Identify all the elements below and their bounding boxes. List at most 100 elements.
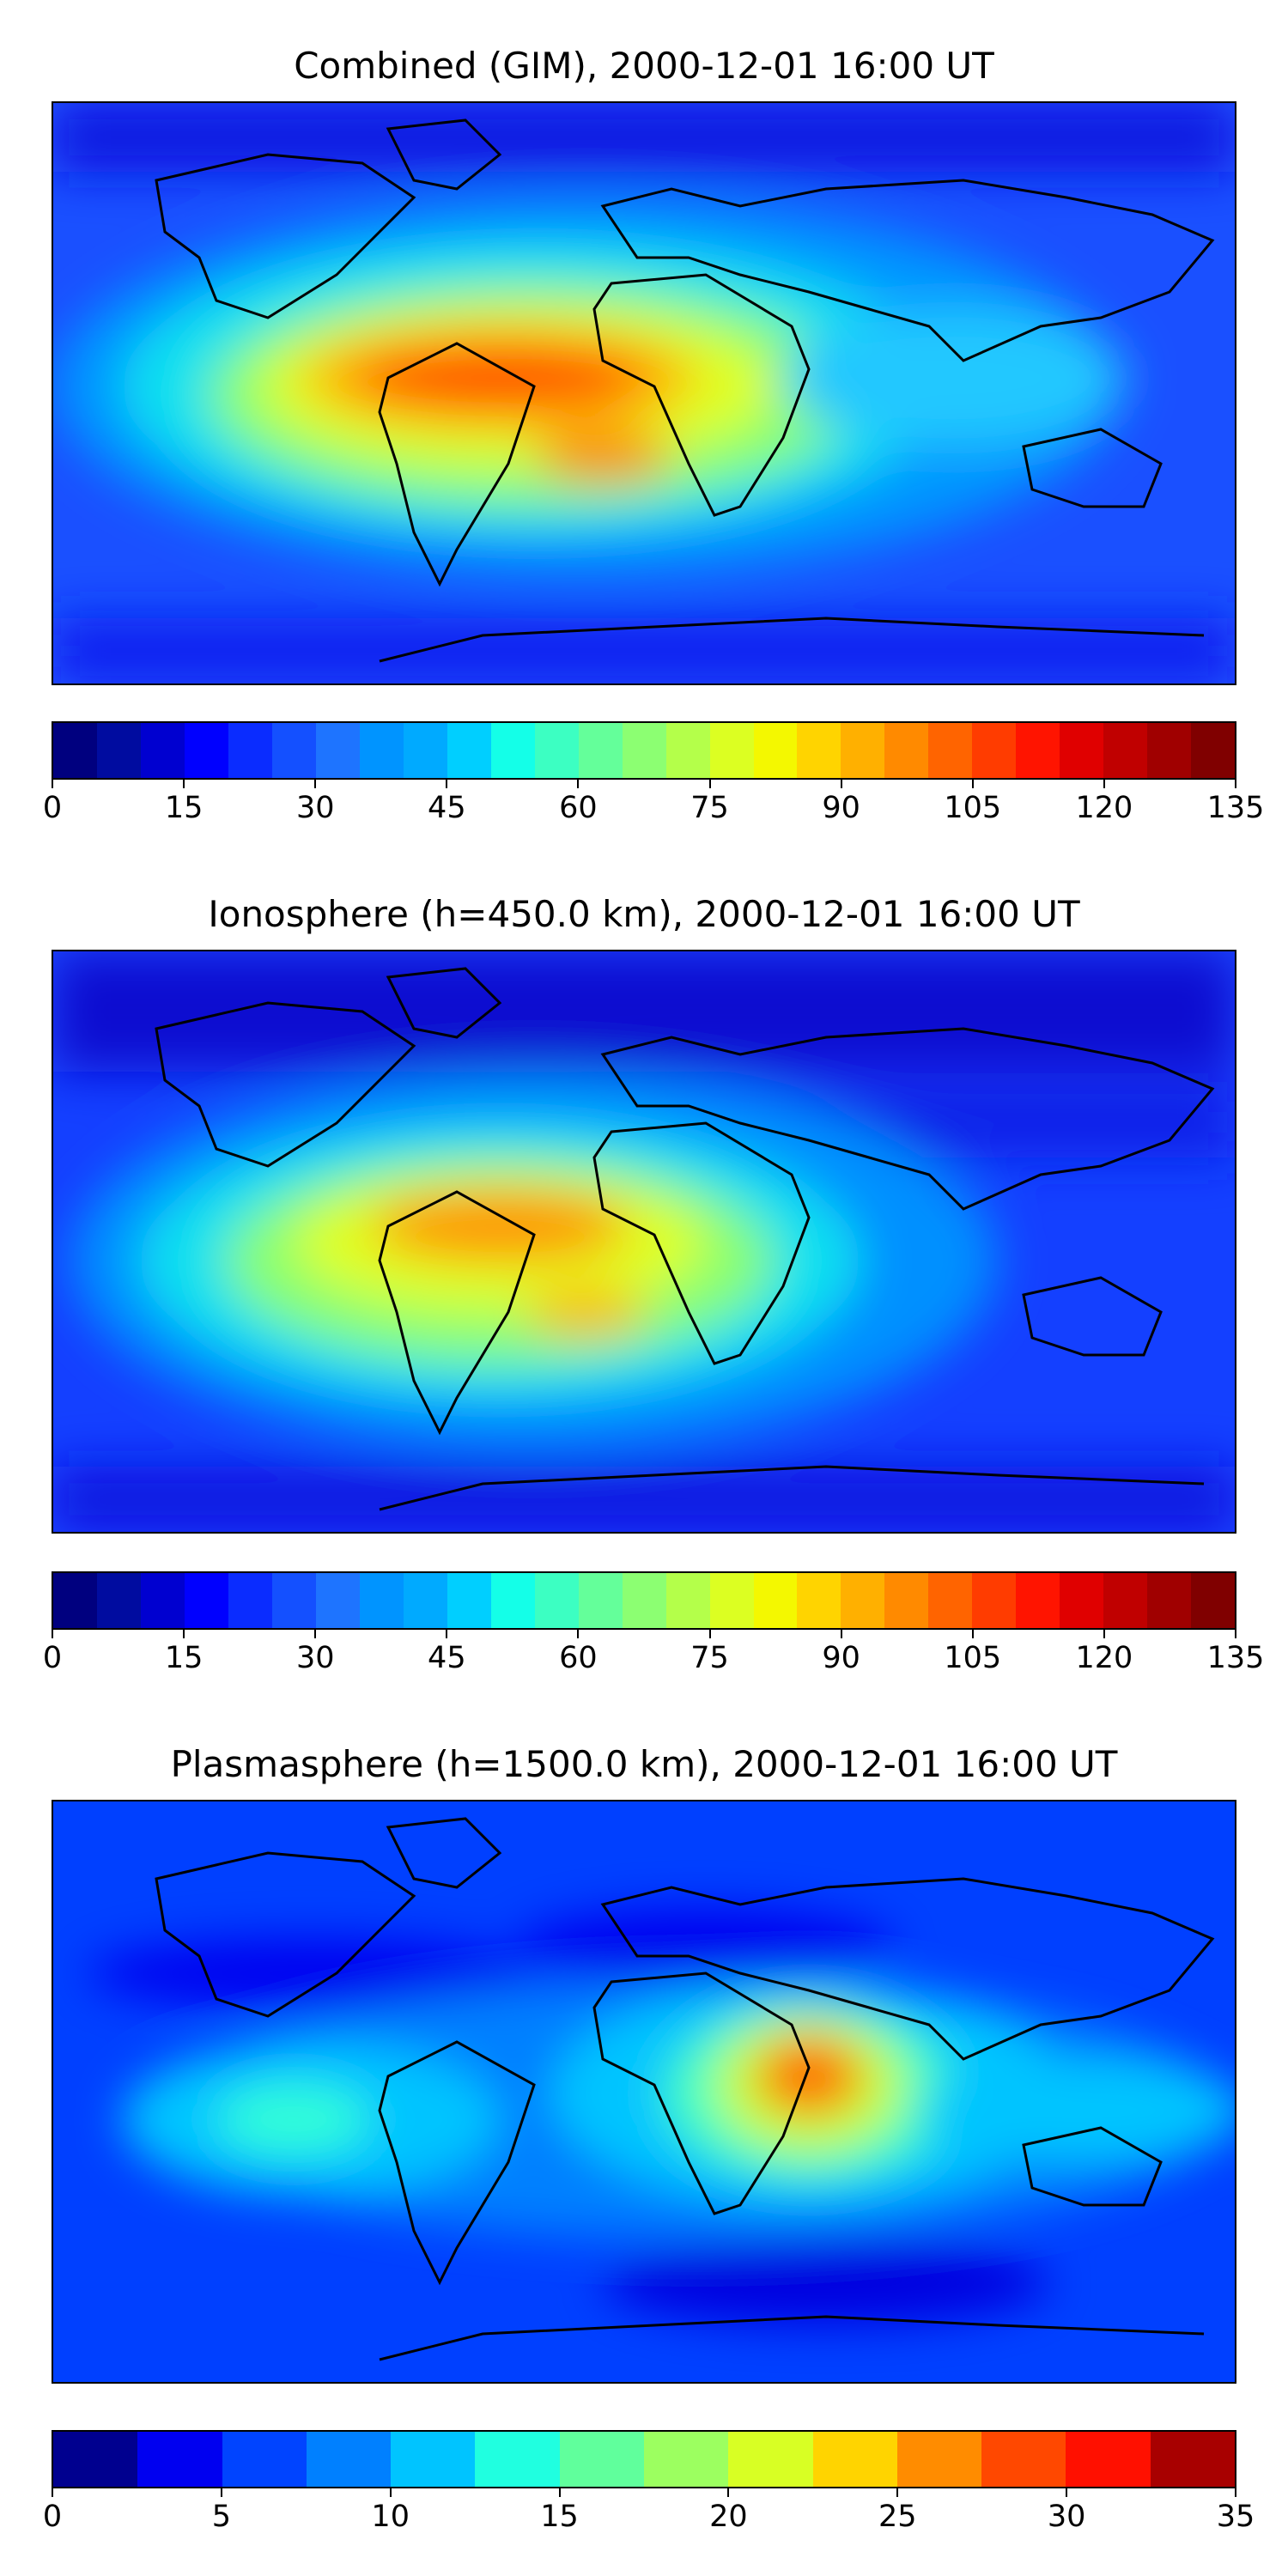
- panel-title: Plasmasphere (h=1500.0 km), 2000-12-01 1…: [170, 1743, 1118, 1785]
- colorbar-segment: [184, 723, 228, 778]
- colorbar-tick: [727, 2488, 730, 2497]
- map-svg: [53, 951, 1235, 1532]
- colorbar-tick-label: 30: [295, 791, 335, 825]
- colorbar-tick: [708, 780, 711, 788]
- colorbar-segment: [753, 1573, 798, 1628]
- colorbar-segment: [928, 723, 973, 778]
- colorbar-ticks: 0 5 10 15 20 25 30 35: [43, 2488, 1255, 2540]
- coastlines: [155, 118, 1215, 663]
- colorbar-tick: [220, 2488, 222, 2497]
- colorbar-tick-label: 45: [428, 1641, 466, 1675]
- colorbar-tick: [1235, 2488, 1236, 2497]
- colorbar-tick-label: 60: [559, 791, 598, 825]
- colorbar-tick: [577, 1630, 580, 1638]
- colorbar-segment: [490, 1573, 535, 1628]
- colorbar-tick-label: 90: [822, 791, 860, 825]
- colorbar-segment: [972, 1573, 1017, 1628]
- colorbar-tick-label: 30: [295, 1641, 335, 1675]
- colorbar-segment: [578, 1573, 623, 1628]
- colorbar-segment: [1150, 2432, 1235, 2487]
- colorbar-tick-label: 35: [1216, 2500, 1255, 2534]
- colorbar-segment: [222, 2432, 307, 2487]
- colorbar-tick: [896, 2488, 899, 2497]
- colorbar-tick-label: 20: [709, 2500, 748, 2534]
- colorbar-segment: [643, 2432, 729, 2487]
- colorbar-segment: [709, 723, 754, 778]
- colorbar-tick-label: 105: [944, 1641, 1002, 1675]
- colorbar-segment: [578, 723, 623, 778]
- colorbar-segment: [1066, 2432, 1151, 2487]
- colorbar-segment: [228, 723, 272, 778]
- colorbar-segment: [884, 1573, 929, 1628]
- coastlines: [155, 1817, 1215, 2361]
- colorbar-segment: [53, 2432, 138, 2487]
- colorbar-tick: [1235, 780, 1236, 788]
- colorbar-tick-label: 120: [1075, 1641, 1133, 1675]
- colorbar-segment: [1103, 1573, 1148, 1628]
- tec-map-combined: [52, 101, 1236, 685]
- colorbar-segment: [315, 1573, 360, 1628]
- colorbar-segment: [140, 1573, 185, 1628]
- colorbar-segment: [1060, 723, 1104, 778]
- colorbar-segment: [665, 723, 710, 778]
- colorbar-segment: [96, 1573, 141, 1628]
- colorbar-segment: [797, 1573, 841, 1628]
- colorbar-segment: [140, 723, 185, 778]
- colorbar-segment: [797, 723, 841, 778]
- colorbar-segment: [972, 723, 1017, 778]
- colorbar-segment: [812, 2432, 897, 2487]
- colorbar-tick: [840, 780, 842, 788]
- colorbar-segment: [271, 723, 316, 778]
- colorbar-tick-label: 105: [944, 791, 1002, 825]
- panel-title: Ionosphere (h=450.0 km), 2000-12-01 16:0…: [208, 893, 1080, 935]
- colorbar-tick: [314, 780, 317, 788]
- colorbar-segment: [306, 2432, 392, 2487]
- colorbar-segment: [622, 723, 666, 778]
- colorbar-segment: [184, 1573, 228, 1628]
- colorbar-tick-label: 135: [1206, 791, 1265, 825]
- colorbar-segment: [534, 723, 579, 778]
- colorbar-tick: [446, 780, 448, 788]
- colorbar-segment: [228, 1573, 272, 1628]
- colorbar-tick: [558, 2488, 561, 2497]
- colorbar-segment: [1060, 1573, 1104, 1628]
- colorbar-segment: [1147, 1573, 1192, 1628]
- colorbar-segment: [1147, 723, 1192, 778]
- colorbar-tick: [971, 1630, 974, 1638]
- tec-map-ionosphere: [52, 950, 1236, 1534]
- colorbar-tick: [183, 780, 185, 788]
- colorbar-segment: [447, 723, 491, 778]
- colorbar-segment: [841, 723, 885, 778]
- colorbar-segment: [53, 1573, 97, 1628]
- colorbar-tick-label: 60: [559, 1641, 598, 1675]
- colorbar-tick-label: 5: [211, 2500, 231, 2534]
- colorbar-tick: [389, 2488, 392, 2497]
- colorbar-segment: [1016, 1573, 1060, 1628]
- colorbar-tick-label: 75: [690, 1641, 729, 1675]
- colorbar-segment: [841, 1573, 885, 1628]
- colorbar-segment: [896, 2432, 982, 2487]
- colorbar-segment: [403, 1573, 447, 1628]
- colorbar-segment: [665, 1573, 710, 1628]
- colorbar-tick-label: 90: [822, 1641, 860, 1675]
- colorbar-tick: [446, 1630, 448, 1638]
- colorbar-segment: [534, 1573, 579, 1628]
- colorbar-tick: [1103, 780, 1105, 788]
- colorbar-segment: [753, 723, 798, 778]
- colorbar-segment: [53, 723, 97, 778]
- colorbar-segment: [622, 1573, 666, 1628]
- colorbar-segment: [928, 1573, 973, 1628]
- colorbar-tick-label: 15: [164, 1641, 204, 1675]
- colorbar-segment: [391, 2432, 476, 2487]
- colorbar-tick: [840, 1630, 842, 1638]
- colorbar-tick-label: 10: [371, 2500, 410, 2534]
- colorbar-tick-label: 0: [42, 791, 63, 825]
- colorbar-combined: [52, 721, 1236, 780]
- colorbar-ticks: 0 15 30 45 60 75 90 105 120 135: [43, 1630, 1264, 1681]
- colorbar-tick: [52, 2488, 53, 2497]
- colorbar-tick-label: 135: [1206, 1641, 1265, 1675]
- colorbar-segment: [96, 723, 141, 778]
- panel-title: Combined (GIM), 2000-12-01 16:00 UT: [294, 45, 994, 87]
- tec-map-plasmasphere: [52, 1800, 1236, 2384]
- colorbar-tick: [1235, 1630, 1236, 1638]
